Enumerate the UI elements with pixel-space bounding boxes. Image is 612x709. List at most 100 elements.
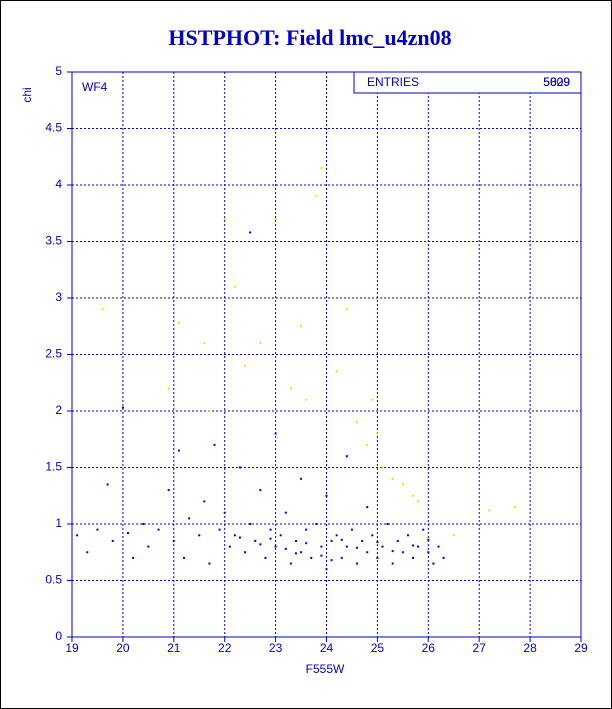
point: [233, 534, 236, 537]
stats-label: ENTRIES: [367, 75, 419, 89]
point: [320, 545, 323, 548]
point: [366, 443, 369, 446]
point: [223, 511, 226, 514]
point: [294, 539, 297, 542]
point: [412, 556, 415, 559]
point: [391, 562, 394, 565]
y-tick-label: 3.5: [45, 234, 62, 248]
point: [386, 523, 389, 525]
point: [167, 387, 170, 390]
point: [177, 321, 180, 324]
chart-title: HSTPHOT: Field lmc_u4zn08: [168, 25, 451, 50]
point: [432, 562, 435, 565]
point: [289, 562, 292, 565]
point: [76, 534, 79, 537]
point: [244, 551, 247, 554]
point: [335, 370, 338, 373]
point: [284, 511, 287, 514]
point: [356, 562, 359, 565]
x-tick-label: 23: [269, 641, 283, 655]
point: [259, 489, 262, 492]
stats-box: [353, 71, 582, 94]
y-tick-label: 0.5: [45, 573, 62, 587]
point: [366, 551, 369, 554]
point: [274, 432, 277, 435]
point: [233, 285, 236, 288]
point: [294, 552, 297, 555]
point: [350, 528, 353, 531]
point: [345, 455, 348, 458]
point: [305, 542, 308, 545]
point: [259, 342, 262, 345]
x-tick-label: 22: [218, 641, 232, 655]
point: [96, 528, 99, 531]
point: [356, 546, 359, 549]
point: [289, 387, 292, 390]
point: [417, 500, 420, 503]
point: [325, 494, 328, 497]
point: [320, 554, 323, 557]
point: [244, 364, 247, 367]
point: [254, 539, 257, 542]
point: [488, 509, 491, 512]
point: [203, 500, 206, 503]
point: [391, 550, 394, 553]
point: [157, 528, 160, 531]
point: [371, 398, 374, 401]
point: [412, 544, 415, 547]
point: [361, 539, 364, 542]
point: [172, 539, 175, 542]
point: [198, 534, 201, 537]
point: [264, 556, 267, 559]
point: [442, 556, 445, 559]
point: [121, 406, 124, 409]
point: [356, 421, 359, 424]
x-tick-label: 28: [523, 641, 537, 655]
point: [274, 217, 277, 220]
y-tick-label: 1: [55, 516, 62, 530]
point: [177, 449, 180, 452]
y-tick-label: 4.5: [45, 121, 62, 135]
point: [111, 539, 114, 542]
y-tick-label: 4: [55, 177, 62, 191]
x-tick-label: 19: [65, 641, 79, 655]
point: [300, 551, 303, 554]
point: [223, 217, 226, 220]
point: [396, 539, 399, 542]
point: [330, 559, 333, 562]
y-tick-label: 2: [55, 403, 62, 417]
point: [427, 538, 430, 541]
point: [320, 167, 323, 170]
point: [345, 545, 348, 548]
point: [284, 547, 287, 550]
x-axis-label: F555W: [306, 662, 345, 676]
point: [452, 534, 455, 537]
x-tick-label: 27: [473, 641, 487, 655]
x-tick-label: 29: [574, 641, 588, 655]
point: [381, 545, 384, 548]
point: [366, 506, 369, 509]
y-tick-label: 0: [55, 629, 62, 643]
point: [427, 551, 430, 554]
point: [106, 483, 109, 486]
point: [391, 477, 394, 480]
point: [167, 489, 170, 492]
point: [310, 556, 313, 559]
y-axis-label: chi: [20, 87, 34, 102]
point: [213, 443, 216, 446]
y-tick-label: 3: [55, 290, 62, 304]
point: [249, 231, 252, 234]
point: [101, 308, 104, 311]
point: [376, 432, 379, 435]
point: [279, 534, 282, 537]
point: [249, 523, 252, 525]
point: [376, 556, 379, 559]
x-tick-label: 26: [422, 641, 436, 655]
point: [371, 534, 374, 537]
point: [335, 534, 338, 537]
point: [340, 538, 343, 541]
point: [417, 545, 420, 548]
stats-value: 5809: [543, 75, 570, 89]
x-tick-label: 24: [320, 641, 334, 655]
